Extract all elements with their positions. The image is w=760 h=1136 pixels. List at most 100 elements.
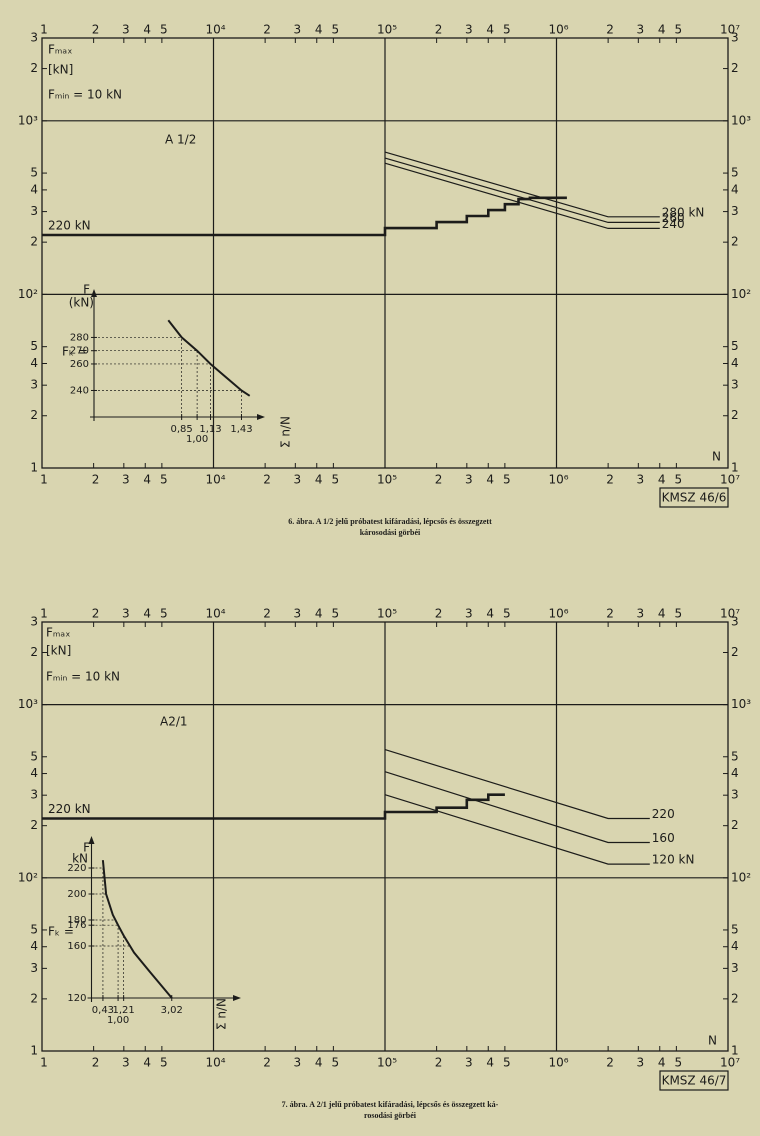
y-tick-label: 2 bbox=[731, 408, 739, 422]
y-tick-label: 4 bbox=[731, 939, 739, 953]
series-line bbox=[384, 749, 650, 820]
y-tick-label: 3 bbox=[30, 204, 38, 218]
y-tick-label: 5 bbox=[30, 339, 38, 353]
y-tick-label: 2 bbox=[731, 991, 739, 1005]
caption: károsodási görbéi bbox=[360, 528, 421, 537]
series-line bbox=[167, 319, 251, 397]
x-tick-label: 4 bbox=[315, 23, 323, 37]
series-label: 240 bbox=[662, 217, 685, 231]
x-tick-label: 0,43 bbox=[92, 1005, 114, 1016]
x-tick-label: 2 bbox=[606, 473, 614, 487]
x-tick-label: 3 bbox=[465, 1056, 473, 1070]
caption: 6. ábra. A 1/2 jelű próbatest kifáradási… bbox=[288, 517, 492, 526]
x-tick-label: 10⁶ bbox=[548, 1056, 568, 1070]
x-tick-label: 4 bbox=[486, 1056, 494, 1070]
y-tick-label: 3 bbox=[731, 204, 739, 218]
x-tick-label: 0,85 bbox=[171, 424, 193, 435]
y-tick-label: 4 bbox=[30, 356, 38, 370]
x-tick-label: 2 bbox=[92, 607, 100, 621]
y-tick-label: 10³ bbox=[731, 113, 751, 127]
y-tick-label: 10² bbox=[731, 287, 751, 301]
x-tick-label: 10⁴ bbox=[205, 473, 225, 487]
y-tick-label: 2 bbox=[731, 818, 739, 832]
x-tick-label: 10⁴ bbox=[205, 23, 225, 37]
y-tick-label: 4 bbox=[731, 182, 739, 196]
y-tick-label: 3 bbox=[731, 615, 739, 629]
y-tick-label: 4 bbox=[731, 766, 739, 780]
y-tick-label: 2 bbox=[731, 61, 739, 75]
y-tick-label: 5 bbox=[731, 749, 739, 763]
x-tick-label: 3 bbox=[637, 1056, 645, 1070]
series-line bbox=[384, 151, 660, 218]
y-axis-arrow bbox=[91, 289, 97, 297]
y-tick-label: 4 bbox=[30, 939, 38, 953]
x-tick-label: 2 bbox=[92, 473, 100, 487]
annotation: [kN] bbox=[46, 644, 71, 658]
x-tick-label: 2 bbox=[435, 23, 443, 37]
x-tick-label: 10⁶ bbox=[548, 23, 568, 37]
x-tick-label: 2 bbox=[263, 23, 271, 37]
y-tick-label: 280 bbox=[70, 332, 89, 343]
x-tick-label: 5 bbox=[160, 473, 168, 487]
annotation: F bbox=[83, 283, 90, 297]
annotation: Σ n/N bbox=[279, 416, 293, 448]
x-tick-label: 4 bbox=[658, 1056, 666, 1070]
x-tick-label: 1,13 bbox=[199, 424, 221, 435]
y-tick-label: 4 bbox=[731, 356, 739, 370]
x-tick-label: 1,21 bbox=[113, 1005, 135, 1016]
y-tick-label: 2 bbox=[30, 235, 38, 249]
x-tick-label: 5 bbox=[503, 607, 511, 621]
annotation: Fₘᵢₙ = 10 kN bbox=[48, 88, 122, 102]
y-tick-label: 5 bbox=[731, 166, 739, 180]
y-tick-label: 2 bbox=[30, 645, 38, 659]
x-tick-label: 5 bbox=[332, 1056, 340, 1070]
x-tick-label: 4 bbox=[315, 473, 323, 487]
annotation: F bbox=[83, 841, 90, 855]
y-tick-label: 10³ bbox=[18, 697, 38, 711]
x-tick-label: 2 bbox=[435, 1056, 443, 1070]
y-tick-label: 200 bbox=[67, 889, 86, 900]
x-tick-label: 5 bbox=[675, 473, 683, 487]
x-tick-label: 1 bbox=[40, 473, 48, 487]
x-tick-label: 4 bbox=[658, 23, 666, 37]
y-tick-label: 10² bbox=[18, 287, 38, 301]
x-tick-label: 3 bbox=[294, 23, 302, 37]
x-tick-label: 2 bbox=[92, 1056, 100, 1070]
series-line bbox=[384, 794, 650, 865]
y-tick-label: 240 bbox=[70, 385, 89, 396]
annotation: A 1/2 bbox=[165, 133, 196, 147]
x-axis-arrow bbox=[233, 995, 241, 1001]
series-line bbox=[384, 157, 660, 223]
x-tick-label: 3 bbox=[122, 1056, 130, 1070]
x-tick-label: 1,00 bbox=[186, 434, 208, 445]
x-tick-label: 3 bbox=[294, 607, 302, 621]
x-tick-label: 2 bbox=[606, 1056, 614, 1070]
y-tick-label: 5 bbox=[731, 922, 739, 936]
x-tick-label: 1,43 bbox=[230, 424, 252, 435]
y-tick-label: 3 bbox=[30, 378, 38, 392]
x-tick-label: 10⁷ bbox=[720, 473, 740, 487]
y-tick-label: 1 bbox=[731, 1044, 739, 1058]
x-tick-label: 4 bbox=[143, 23, 151, 37]
series-label: 120 kN bbox=[652, 853, 695, 867]
x-tick-label: 3 bbox=[465, 473, 473, 487]
x-tick-label: 5 bbox=[160, 607, 168, 621]
y-tick-label: 3 bbox=[731, 961, 739, 975]
annotation: A2/1 bbox=[160, 715, 188, 729]
series-label: 220 kN bbox=[48, 218, 91, 232]
y-tick-label: 2 bbox=[30, 818, 38, 832]
y-tick-label: 4 bbox=[30, 182, 38, 196]
y-tick-label: 260 bbox=[70, 359, 89, 370]
y-tick-label: 10³ bbox=[18, 113, 38, 127]
y-tick-label: 10³ bbox=[731, 697, 751, 711]
y-tick-label: 120 bbox=[67, 993, 86, 1004]
x-tick-label: 3 bbox=[465, 23, 473, 37]
x-tick-label: 2 bbox=[606, 607, 614, 621]
x-tick-label: 10⁷ bbox=[720, 607, 740, 621]
x-tick-label: 5 bbox=[160, 1056, 168, 1070]
y-tick-label: 176 bbox=[67, 920, 86, 931]
series-label: 220 kN bbox=[48, 802, 91, 816]
x-tick-label: 5 bbox=[332, 607, 340, 621]
x-tick-label: 3 bbox=[637, 607, 645, 621]
